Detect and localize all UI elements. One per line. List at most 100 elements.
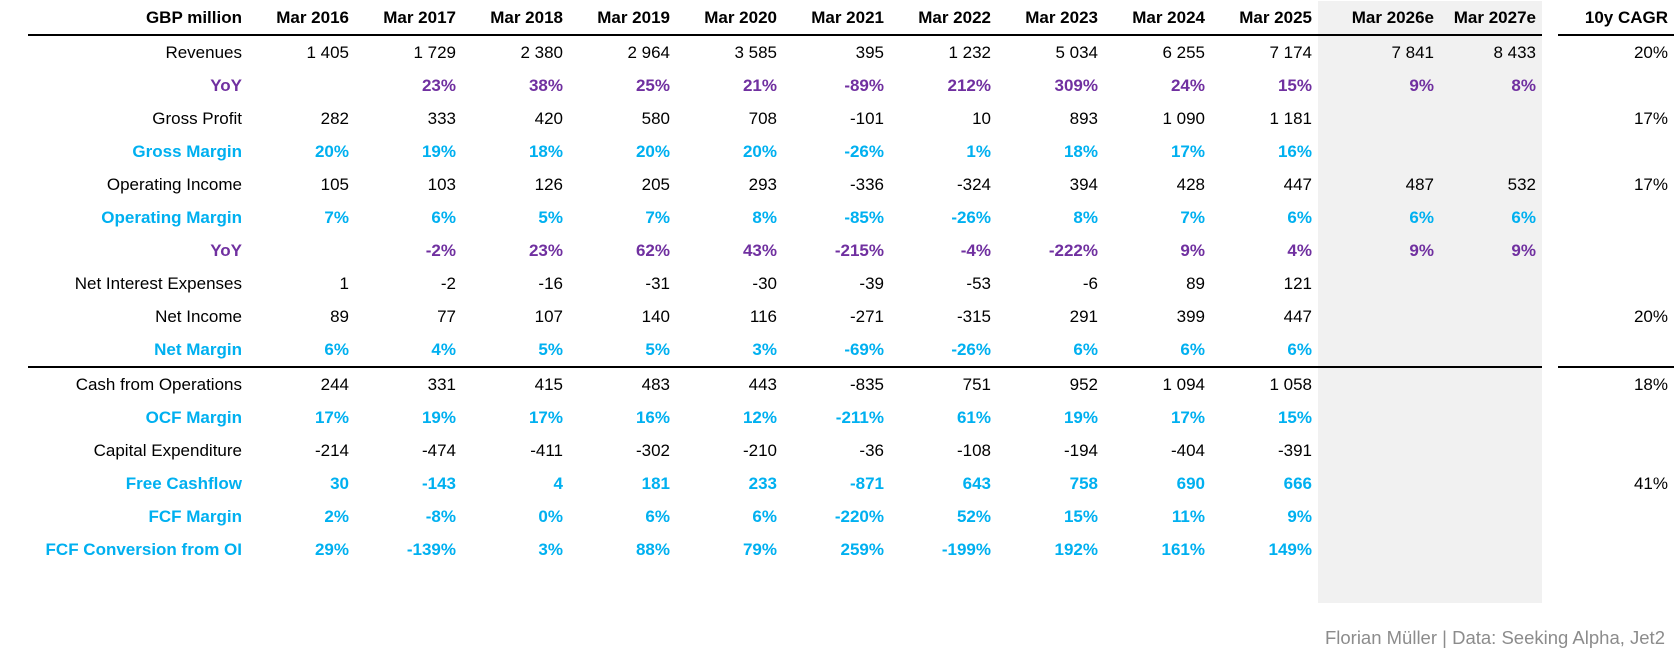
value-cell: 88% <box>635 539 670 559</box>
spacer <box>1211 566 1318 603</box>
value-cell <box>1318 102 1440 135</box>
value-cell: 212% <box>947 75 991 95</box>
value-cell: -2% <box>425 240 456 260</box>
value-cell: -26% <box>844 141 884 161</box>
value-cell: 395 <box>855 42 884 62</box>
value-cell: -143 <box>421 473 456 493</box>
table-row: Free Cashflow 30 -143 4 181 233 -871 643 758 690 6… <box>28 467 1674 500</box>
value-cell: 447 <box>1283 174 1312 194</box>
value-cell <box>1440 135 1542 168</box>
cagr-cell <box>1558 201 1674 234</box>
value-cell: 487 <box>1318 168 1440 201</box>
value-cell: 43% <box>742 240 777 260</box>
value-cell: -8% <box>425 506 456 526</box>
value-cell: -30 <box>752 273 777 293</box>
cagr-cell <box>1558 401 1674 434</box>
row-label: Revenues <box>165 42 242 62</box>
value-cell: 394 <box>1069 174 1098 194</box>
value-cell: -26% <box>951 207 991 227</box>
value-cell: -210 <box>742 440 777 460</box>
value-cell: 233 <box>748 473 777 493</box>
value-cell: -474 <box>421 440 456 460</box>
value-cell: -2 <box>440 273 456 293</box>
value-cell: 2 380 <box>520 42 563 62</box>
value-cell: 2% <box>324 506 349 526</box>
spacer <box>1104 566 1211 603</box>
value-cell: 2 964 <box>627 42 670 62</box>
value-cell: 282 <box>320 108 349 128</box>
value-cell: 7 841 <box>1318 35 1440 69</box>
value-cell: -391 <box>1277 440 1312 460</box>
value-cell: 8% <box>1073 207 1098 227</box>
value-cell: 19% <box>1063 407 1098 427</box>
value-cell: 7% <box>645 207 670 227</box>
table-row: YoY 23% 38% 25% 21% -89% 212% 309% 24% 15% 9% 8% <box>28 69 1674 102</box>
value-cell: -69% <box>844 339 884 359</box>
row-label: OCF Margin <box>145 407 242 427</box>
spacer <box>890 566 997 603</box>
row-label: Cash from Operations <box>28 366 248 401</box>
value-cell: 89 <box>1186 273 1205 293</box>
value-cell: 12% <box>742 407 777 427</box>
table-row: Revenues 1 405 1 729 2 380 2 964 3 585 395 1 23… <box>28 35 1674 69</box>
row-label: Free Cashflow <box>125 473 242 493</box>
cagr-cell <box>1558 333 1674 367</box>
column-header: Mar 2024 <box>1104 1 1211 36</box>
value-cell: 483 <box>569 366 676 401</box>
column-gap <box>1542 168 1558 201</box>
value-cell: 244 <box>248 366 355 401</box>
value-cell: 5% <box>538 339 563 359</box>
table-row: Operating Income 105 103 126 205 293 -336 -324 3… <box>28 168 1674 201</box>
value-cell: -36 <box>859 440 884 460</box>
value-cell: 79% <box>742 539 777 559</box>
value-cell: 116 <box>749 306 777 326</box>
value-cell: 5 034 <box>1055 42 1098 62</box>
column-gap <box>1542 234 1558 267</box>
value-cell: 62% <box>635 240 670 260</box>
value-cell: -211% <box>835 407 884 427</box>
row-label: Gross Profit <box>152 108 242 128</box>
value-cell: 126 <box>534 174 563 194</box>
value-cell: 77 <box>437 306 456 326</box>
cagr-cell <box>1558 267 1674 300</box>
value-cell: 149% <box>1268 539 1312 559</box>
value-cell: 107 <box>534 306 563 326</box>
table-row: Gross Margin 20% 19% 18% 20% 20% -26% 1% 18% 17% 1… <box>28 135 1674 168</box>
value-cell: 6% <box>324 339 349 359</box>
row-label: FCF Conversion from OI <box>45 539 242 559</box>
value-cell: 192% <box>1054 539 1098 559</box>
value-cell <box>1318 434 1440 467</box>
value-cell: 121 <box>1283 273 1312 293</box>
value-cell: 447 <box>1283 306 1312 326</box>
column-gap <box>1542 500 1558 533</box>
table-row: Net Margin 6% 4% 5% 5% 3% -69% -26% 6% 6% 6% <box>28 333 1674 367</box>
table-row: YoY -2% 23% 62% 43% -215% -4% -222% 9% 4% 9% 9% <box>28 234 1674 267</box>
value-cell: -31 <box>645 273 670 293</box>
spacer <box>783 566 890 603</box>
value-cell: 89 <box>330 306 349 326</box>
value-cell: -89% <box>844 75 884 95</box>
value-cell <box>1440 267 1542 300</box>
value-cell: 1 729 <box>413 42 456 62</box>
value-cell: 758 <box>1069 473 1098 493</box>
value-cell: -139% <box>406 539 456 559</box>
value-cell <box>1440 300 1542 333</box>
column-gap <box>1542 300 1558 333</box>
spacer <box>1542 566 1558 603</box>
value-cell: 105 <box>320 174 349 194</box>
value-cell <box>1440 434 1542 467</box>
header-row: GBP million Mar 2016 Mar 2017 Mar 2018 Mar … <box>28 1 1674 36</box>
value-cell <box>1318 366 1440 401</box>
value-cell: -101 <box>849 108 884 128</box>
value-cell: 17% <box>1170 407 1205 427</box>
value-cell: 1 232 <box>948 42 991 62</box>
value-cell: 20% <box>635 141 670 161</box>
value-cell <box>1318 500 1440 533</box>
value-cell: 5% <box>538 207 563 227</box>
value-cell: 1 094 <box>1104 366 1211 401</box>
value-cell: 331 <box>355 366 462 401</box>
value-cell: 690 <box>1176 473 1205 493</box>
value-cell: 6% <box>1073 339 1098 359</box>
value-cell: 7% <box>1180 207 1205 227</box>
column-header: Mar 2027e <box>1440 1 1542 36</box>
